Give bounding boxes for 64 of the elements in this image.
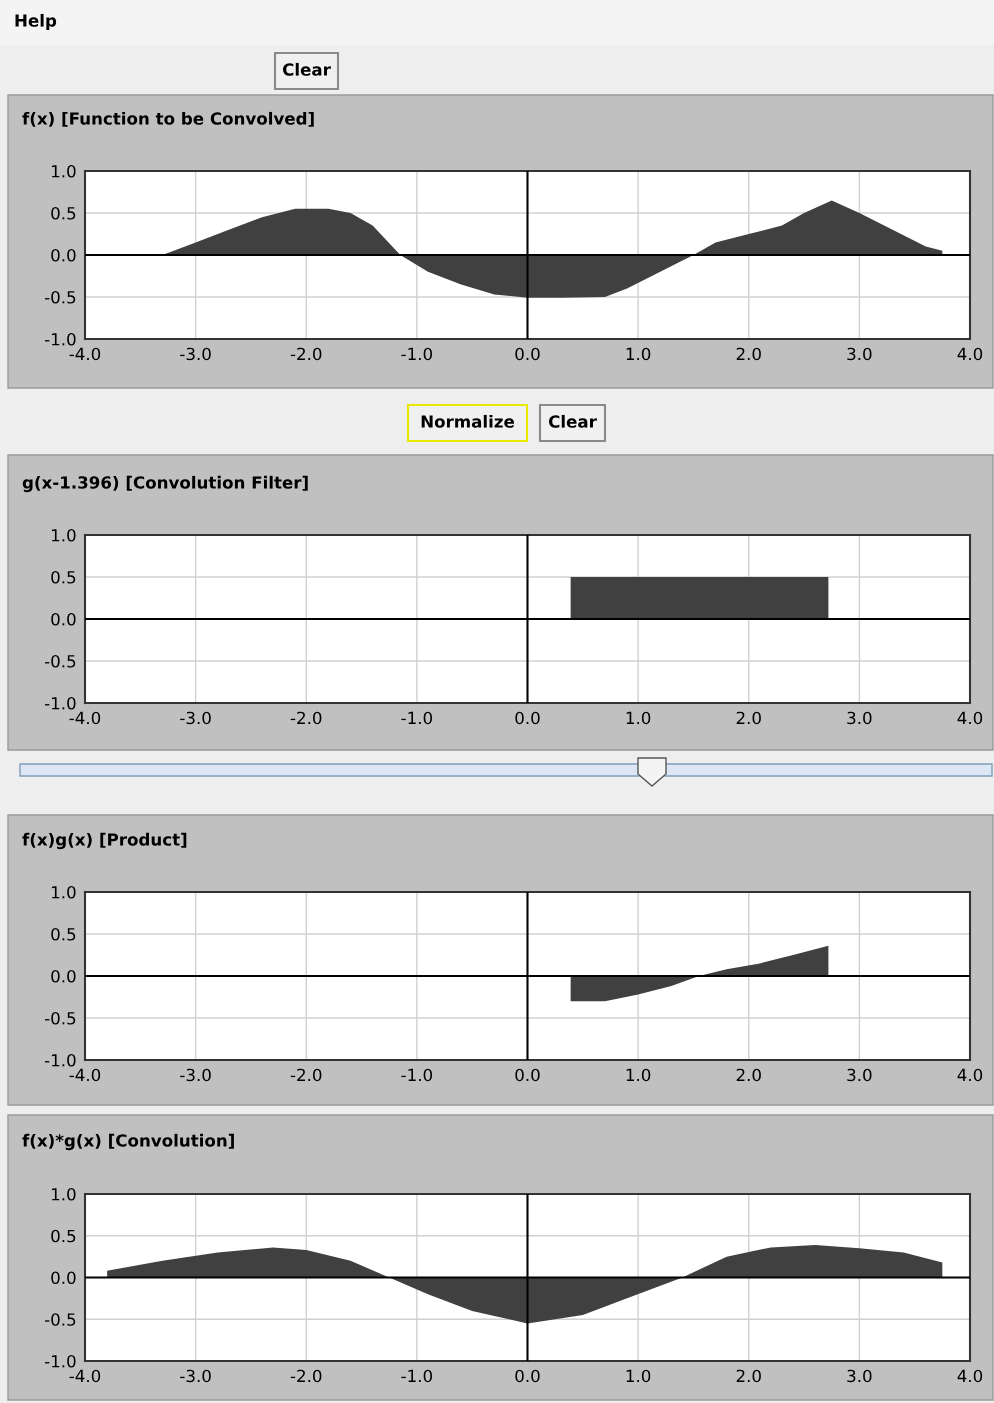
x-tick-label: -2.0 xyxy=(290,347,322,361)
x-tick-label: -3.0 xyxy=(180,347,211,361)
y-tick-label: 0.0 xyxy=(51,969,76,983)
y-tick-label: 1.0 xyxy=(51,1187,76,1201)
y-tick-label: 0.5 xyxy=(51,570,76,584)
x-tick-label: 0.0 xyxy=(515,1068,540,1082)
x-tick-label: 1.0 xyxy=(626,347,651,361)
x-tick-label: -3.0 xyxy=(180,711,211,725)
y-tick-label: -0.5 xyxy=(44,654,76,668)
chart-title: f(x)*g(x) [Convolution] xyxy=(22,1133,234,1151)
y-tick-label: 0.5 xyxy=(51,927,76,941)
text: Clear xyxy=(548,414,597,428)
x-tick-label: 1.0 xyxy=(626,1068,651,1082)
x-tick-label: 2.0 xyxy=(736,1369,761,1383)
y-tick-label: -1.0 xyxy=(44,1354,76,1368)
x-tick-label: -4.0 xyxy=(69,1369,101,1383)
y-tick-label: 1.0 xyxy=(51,164,76,178)
x-tick-label: 2.0 xyxy=(736,347,761,361)
x-tick-label: 3.0 xyxy=(847,1369,872,1383)
y-tick-label: -1.0 xyxy=(44,1053,76,1067)
chart-title: f(x) [Function to be Convolved] xyxy=(22,111,314,127)
x-tick-label: 1.0 xyxy=(626,711,651,725)
text: Normalize xyxy=(421,414,515,428)
x-tick-label: 4.0 xyxy=(957,1369,983,1383)
x-tick-label: -4.0 xyxy=(69,347,101,361)
x-tick-label: -1.0 xyxy=(401,1068,433,1082)
y-tick-label: -0.5 xyxy=(44,1313,76,1326)
x-tick-label: 0.0 xyxy=(515,347,540,361)
x-tick-label: 3.0 xyxy=(847,711,872,725)
x-tick-label: -3.0 xyxy=(180,1369,211,1383)
y-tick-label: -1.0 xyxy=(44,332,76,346)
x-tick-label: -3.0 xyxy=(180,1068,211,1082)
x-tick-label: -2.0 xyxy=(290,1369,322,1383)
x-tick-label: 1.0 xyxy=(626,1369,651,1383)
x-tick-label: -4.0 xyxy=(69,1068,101,1082)
x-tick-label: 4.0 xyxy=(957,1068,983,1082)
x-tick-label: -1.0 xyxy=(401,711,433,725)
x-tick-label: 2.0 xyxy=(736,1068,761,1082)
x-tick-label: 3.0 xyxy=(847,347,872,361)
y-tick-label: 0.0 xyxy=(51,612,76,626)
x-tick-label: 2.0 xyxy=(736,711,761,725)
x-tick-label: 0.0 xyxy=(515,1369,540,1383)
y-tick-label: 0.5 xyxy=(51,1229,76,1243)
y-tick-label: 0.5 xyxy=(51,206,76,220)
y-tick-label: 0.0 xyxy=(51,248,76,262)
y-tick-label: 1.0 xyxy=(51,885,76,899)
x-tick-label: -4.0 xyxy=(69,711,101,725)
x-tick-label: 4.0 xyxy=(957,347,983,361)
y-tick-label: -0.5 xyxy=(44,290,76,304)
x-tick-label: -2.0 xyxy=(290,1068,322,1082)
chart-title: g(x-1.396) [Convolution Filter] xyxy=(22,475,308,493)
x-tick-label: 4.0 xyxy=(957,711,983,725)
chart-title: f(x)g(x) [Product] xyxy=(22,832,187,850)
x-tick-label: -2.0 xyxy=(290,711,322,725)
text: Clear xyxy=(282,62,331,76)
y-tick-label: 1.0 xyxy=(51,528,76,542)
x-tick-label: -1.0 xyxy=(401,347,433,361)
x-tick-label: 3.0 xyxy=(847,1068,872,1082)
y-tick-label: -0.5 xyxy=(44,1011,76,1025)
x-tick-label: -1.0 xyxy=(401,1369,433,1383)
y-tick-label: -1.0 xyxy=(44,696,76,710)
y-tick-label: 0.0 xyxy=(51,1271,76,1285)
text: Help xyxy=(15,13,57,31)
x-tick-label: 0.0 xyxy=(515,711,540,725)
